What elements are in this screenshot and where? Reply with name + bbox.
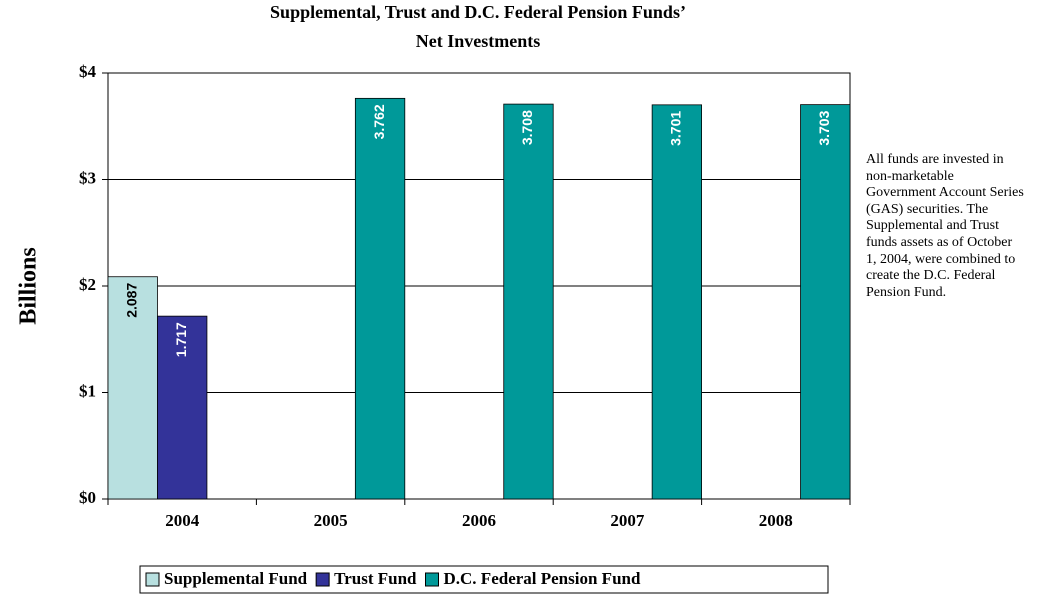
data-label: 2.087 [123, 283, 139, 318]
annotation: All funds are invested in non-marketable… [866, 152, 1024, 300]
legend-box [139, 565, 829, 594]
data-label: 3.708 [519, 110, 535, 145]
data-label: 3.703 [816, 110, 832, 145]
y-tick-label: $0 [79, 488, 96, 507]
legend-label: Trust Fund [334, 569, 417, 588]
data-label: 3.701 [668, 111, 684, 146]
legend-swatch [315, 572, 330, 587]
bar [800, 104, 851, 500]
legend-swatch [145, 572, 160, 587]
bar [503, 103, 554, 500]
bar [354, 97, 406, 500]
y-tick-label: $1 [79, 381, 96, 400]
y-tick-label: $2 [79, 275, 96, 294]
chart-title: Supplemental, Trust and D.C. Federal Pen… [270, 2, 686, 22]
chart-title: Net Investments [416, 31, 540, 51]
bar [157, 315, 208, 500]
x-tick-label: 2006 [462, 511, 496, 530]
legend-label: Supplemental Fund [164, 569, 308, 588]
y-tick-label: $3 [79, 168, 96, 187]
bar [651, 104, 703, 500]
x-tick-label: 2008 [759, 511, 793, 530]
legend-label: D.C. Federal Pension Fund [444, 569, 641, 588]
bar [107, 276, 158, 500]
x-tick-label: 2007 [610, 511, 645, 530]
x-tick-label: 2004 [165, 511, 200, 530]
data-label: 3.762 [371, 104, 387, 139]
y-tick-label: $4 [79, 62, 97, 81]
x-tick-label: 2005 [314, 511, 348, 530]
legend-swatch [425, 572, 439, 587]
data-label: 1.717 [173, 322, 189, 357]
y-axis-label: Billions [16, 247, 42, 324]
